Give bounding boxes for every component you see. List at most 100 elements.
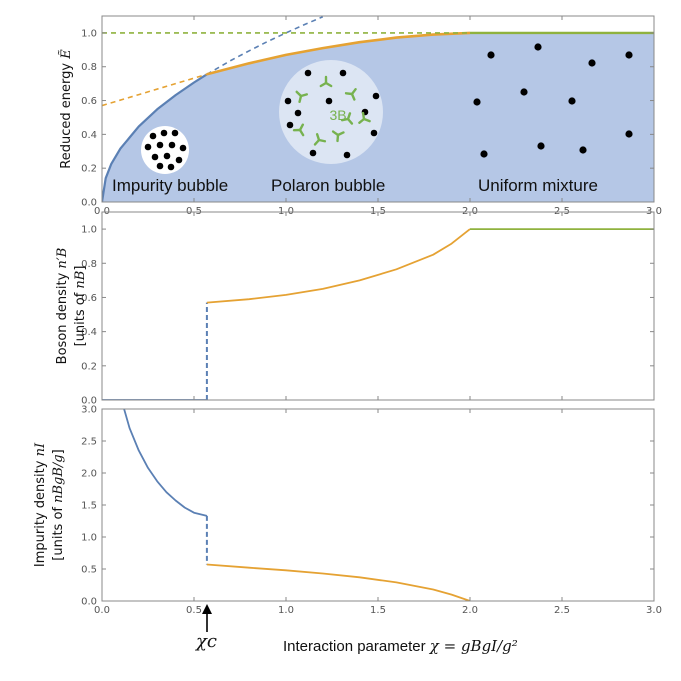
- particle-dot: [480, 150, 488, 158]
- critical-point-marker: χc: [194, 604, 217, 652]
- polaron-bubble-energy-solid-line: [206, 31, 471, 76]
- three-body-label: 3B: [329, 107, 346, 123]
- critical-chi-label: χc: [194, 631, 217, 652]
- impurity-bubble-label: Impurity bubble: [112, 176, 228, 195]
- particle-dot: [487, 51, 495, 59]
- y-tick-label: 1.0: [81, 225, 97, 236]
- y-tick-label: 2.5: [81, 437, 97, 448]
- boson-y-axis-label-line1: Boson density n′B: [55, 248, 70, 365]
- particle-dot: [151, 153, 159, 161]
- particle-dot: [156, 162, 164, 170]
- y-tick-label: 0.0: [81, 198, 97, 209]
- particle-dot: [175, 156, 183, 164]
- boson-density-panel: 0.0 0.2 0.4 0.6 0.8 1.0 Boson density n′B [un…: [55, 211, 655, 407]
- particle-dot: [343, 151, 351, 159]
- particle-dot: [167, 163, 175, 171]
- particle-dot: [304, 69, 312, 77]
- particle-dot: [579, 146, 587, 154]
- impurity-bubble-density-line: [123, 409, 208, 517]
- y-tick-label: 0.4: [81, 130, 97, 141]
- y-tick-label: 1.0: [81, 533, 97, 544]
- particle-dot: [325, 97, 333, 105]
- y-tick-label: 0.6: [81, 293, 97, 304]
- y-tick-label: 1.5: [81, 501, 97, 512]
- polaron-bubble-density-line: [206, 563, 471, 601]
- y-tick-label: 0.4: [81, 327, 97, 338]
- polaron-bubble-inset: 3B: [279, 60, 383, 164]
- particle-dot: [163, 152, 171, 160]
- energy-panel: 3B Impurity bubble Polaron bubble Unifor…: [58, 15, 662, 217]
- polaron-bubble-density-line: [206, 228, 471, 304]
- trimer-icon: [331, 130, 345, 143]
- boson-axis-ticks: 0.0 0.2 0.4 0.6 0.8 1.0: [81, 212, 655, 407]
- particle-dot: [168, 141, 176, 149]
- y-tick-label: 0.0: [81, 396, 97, 407]
- particle-dot: [625, 130, 633, 138]
- particle-dot: [179, 144, 187, 152]
- x-tick-label: 0.0: [94, 605, 110, 616]
- impurity-plot-frame: [101, 408, 655, 602]
- y-tick-label: 0.6: [81, 96, 97, 107]
- particle-dot: [309, 149, 317, 157]
- y-tick-label: 0.0: [81, 597, 97, 608]
- y-tick-label: 0.2: [81, 164, 97, 175]
- y-tick-label: 3.0: [81, 405, 97, 416]
- particle-dot: [370, 129, 378, 137]
- trimer-icon: [358, 111, 371, 124]
- impurity-bubble-energy-solid-line: [102, 73, 208, 202]
- particle-dot: [286, 121, 294, 129]
- particle-dot: [294, 109, 302, 117]
- x-tick-label: 1.0: [278, 605, 294, 616]
- polaron-bubble-energy-dashed-line: [102, 73, 208, 107]
- particle-dot: [171, 129, 179, 137]
- particle-dot: [520, 88, 528, 96]
- x-tick-label: 3.0: [646, 605, 662, 616]
- particle-dot: [339, 69, 347, 77]
- impurity-bubble-energy-dashed-line: [206, 16, 324, 75]
- x-tick-label: 2.0: [462, 605, 478, 616]
- particle-dot: [568, 97, 576, 105]
- particle-dot: [588, 59, 596, 67]
- y-tick-label: 0.5: [81, 565, 97, 576]
- trimer-icon: [313, 133, 327, 146]
- impurity-y-axis-label-line2: [units of nBgB/g]: [51, 449, 66, 560]
- trimer-icon: [292, 123, 305, 137]
- impurity-density-panel: 0.0 0.5 1.0 1.5 2.0 2.5 3.0 0.0 0.5 1.0 1.5 2.0 2.5 3…: [33, 405, 662, 656]
- x-axis-label: Interaction parameter χ = gBgI/g²: [283, 637, 518, 655]
- critical-arrow-head: [202, 604, 212, 614]
- y-tick-label: 0.2: [81, 361, 97, 372]
- trimer-icon: [295, 90, 308, 104]
- x-tick-label: 1.5: [370, 605, 386, 616]
- y-tick-label: 2.0: [81, 469, 97, 480]
- boson-plot-frame: [101, 211, 655, 401]
- particle-dot: [473, 98, 481, 106]
- energy-series: [102, 16, 654, 202]
- impurity-y-axis-label-line1: Impurity density nI: [33, 442, 48, 567]
- particle-dot: [160, 129, 168, 137]
- impurity-density-series: [123, 409, 471, 601]
- particle-dot: [372, 92, 380, 100]
- particle-dot: [625, 51, 633, 59]
- uniform-mixture-label: Uniform mixture: [478, 176, 598, 195]
- impurity-axis-ticks: 0.0 0.5 1.0 1.5 2.0 2.5 3.0 0.0 0.5 1.0 1.5 2.0 2.5 3…: [81, 405, 662, 617]
- particle-dot: [149, 132, 157, 140]
- y-tick-label: 0.8: [81, 62, 97, 73]
- particle-dot: [537, 142, 545, 150]
- particle-dot: [144, 143, 152, 151]
- trimer-icon: [344, 88, 357, 101]
- y-tick-label: 1.0: [81, 28, 97, 39]
- polaron-inset-circle: [279, 60, 383, 164]
- x-tick-label: 0.5: [186, 605, 202, 616]
- boson-density-series: [102, 228, 654, 400]
- y-tick-label: 0.8: [81, 259, 97, 270]
- x-tick-label: 2.5: [554, 605, 570, 616]
- particle-dot: [284, 97, 292, 105]
- impurity-bubble-inset: [141, 126, 189, 174]
- particle-dot: [156, 141, 164, 149]
- trimer-icon: [319, 75, 333, 88]
- trimer-icon: [340, 112, 354, 125]
- boson-y-axis-label-line2: [units of nB]: [73, 266, 88, 347]
- uniform-mixture-dots: [473, 43, 633, 158]
- polaron-bubble-label: Polaron bubble: [271, 176, 385, 195]
